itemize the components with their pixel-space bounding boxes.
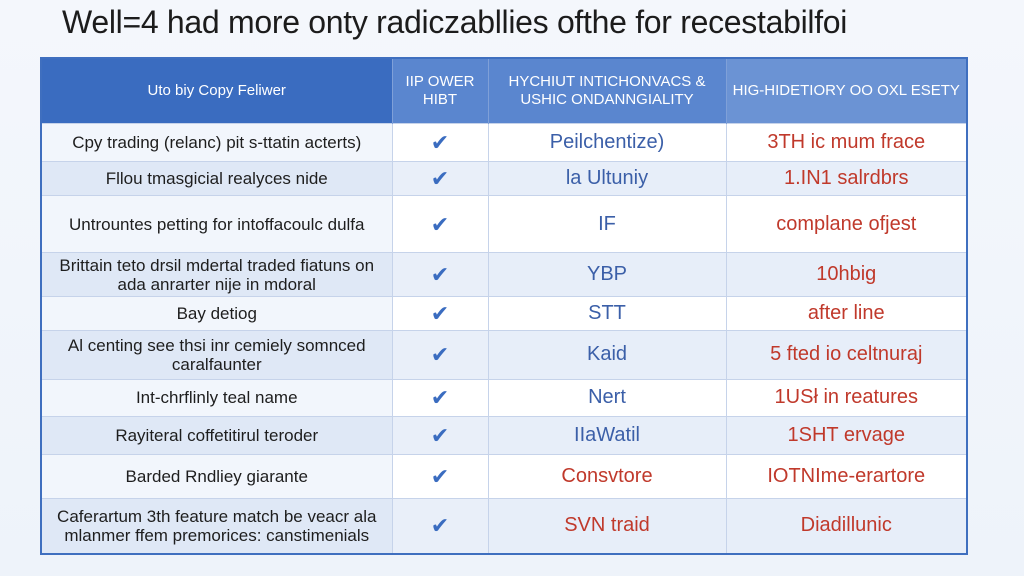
feature-cell: Caferartum 3th feature match be veacr al…: [42, 497, 393, 553]
table-row: Int-chrflinly teal name ✔ Nert 1USł in reat…: [42, 378, 966, 417]
header-high-history: HIG-HIDETIORY OO OXL ESETY: [726, 59, 966, 124]
feature-cell: Rayiteral coffetitirul teroder: [42, 415, 393, 455]
table-row: Cpy trading (relanc) pit s-ttatin actert…: [42, 122, 966, 162]
feature-cell: Bay detiog: [42, 295, 393, 331]
table-row: Rayiteral coffetitirul teroder ✔ IIaWatil 1…: [42, 415, 966, 455]
value-cell: Consvtore: [488, 454, 727, 499]
check-icon: ✔: [392, 497, 489, 553]
page-title: Well=4 had more onty radiczabllies ofthe…: [62, 4, 848, 40]
check-icon: ✔: [392, 252, 489, 297]
note-cell: 1.IN1 salrdbrs: [726, 161, 966, 196]
check-icon: ✔: [392, 161, 489, 196]
note-cell: 5 fted io celtnuraj: [726, 329, 966, 380]
value-cell: la Ultuniy: [488, 161, 727, 196]
check-icon: ✔: [392, 454, 489, 499]
note-cell: Diadillunic: [726, 497, 966, 553]
table-row: Untrountes petting for intoffacoulc dulf…: [42, 195, 966, 253]
value-cell: IF: [488, 195, 727, 253]
feature-cell: Fllou tmasgicial realyces nide: [42, 161, 393, 196]
note-cell: complane ofjest: [726, 195, 966, 253]
note-cell: 10hbig: [726, 252, 966, 297]
header-power-hibt: IIP OWER HIBT: [392, 59, 489, 124]
check-icon: ✔: [392, 195, 489, 253]
value-cell: Kaid: [488, 329, 727, 380]
check-icon: ✔: [392, 295, 489, 331]
note-cell: 3TH ic mum frace: [726, 122, 966, 162]
comparison-table-grid: Uto biy Copy Feliwer IIP OWER HIBT HYCHI…: [42, 59, 966, 553]
value-cell: IIaWatil: [488, 415, 727, 455]
feature-cell: Int-chrflinly teal name: [42, 378, 393, 417]
value-cell: Peilchentize): [488, 122, 727, 162]
table-body: Cpy trading (relanc) pit s-ttatin actert…: [42, 122, 966, 553]
table-header-row: Uto biy Copy Feliwer IIP OWER HIBT HYCHI…: [42, 59, 966, 124]
note-cell: 1USł in reatures: [726, 378, 966, 417]
table-row: Al centing see thsi inr cemiely somnced …: [42, 329, 966, 380]
header-hychiut: HYCHIUT INTICHONVACS & USHIC ONDANNGIALI…: [488, 59, 727, 124]
table-row: Brittain teto drsil mdertal traded fiatu…: [42, 252, 966, 297]
value-cell: Nert: [488, 378, 727, 417]
table-row: Bay detiog ✔ STT after line: [42, 295, 966, 331]
check-icon: ✔: [392, 329, 489, 380]
note-cell: after line: [726, 295, 966, 331]
table-row: Barded Rndliey giarante ✔ Consvtore IOTNIme…: [42, 454, 966, 499]
feature-cell: Cpy trading (relanc) pit s-ttatin actert…: [42, 122, 393, 162]
check-icon: ✔: [392, 378, 489, 417]
feature-cell: Al centing see thsi inr cemiely somnced …: [42, 329, 393, 380]
table-row: Fllou tmasgicial realyces nide ✔ la Ultuni…: [42, 161, 966, 196]
note-cell: IOTNIme-erartore: [726, 454, 966, 499]
note-cell: 1SHT ervage: [726, 415, 966, 455]
feature-cell: Brittain teto drsil mdertal traded fiatu…: [42, 252, 393, 297]
value-cell: YBP: [488, 252, 727, 297]
header-copy-follower: Uto biy Copy Feliwer: [42, 59, 393, 124]
feature-cell: Barded Rndliey giarante: [42, 454, 393, 499]
feature-cell: Untrountes petting for intoffacoulc dulf…: [42, 195, 393, 253]
check-icon: ✔: [392, 415, 489, 455]
table-row: Caferartum 3th feature match be veacr al…: [42, 497, 966, 553]
value-cell: STT: [488, 295, 727, 331]
check-icon: ✔: [392, 122, 489, 162]
value-cell: SVN traid: [488, 497, 727, 553]
comparison-table: Uto biy Copy Feliwer IIP OWER HIBT HYCHI…: [40, 57, 968, 555]
